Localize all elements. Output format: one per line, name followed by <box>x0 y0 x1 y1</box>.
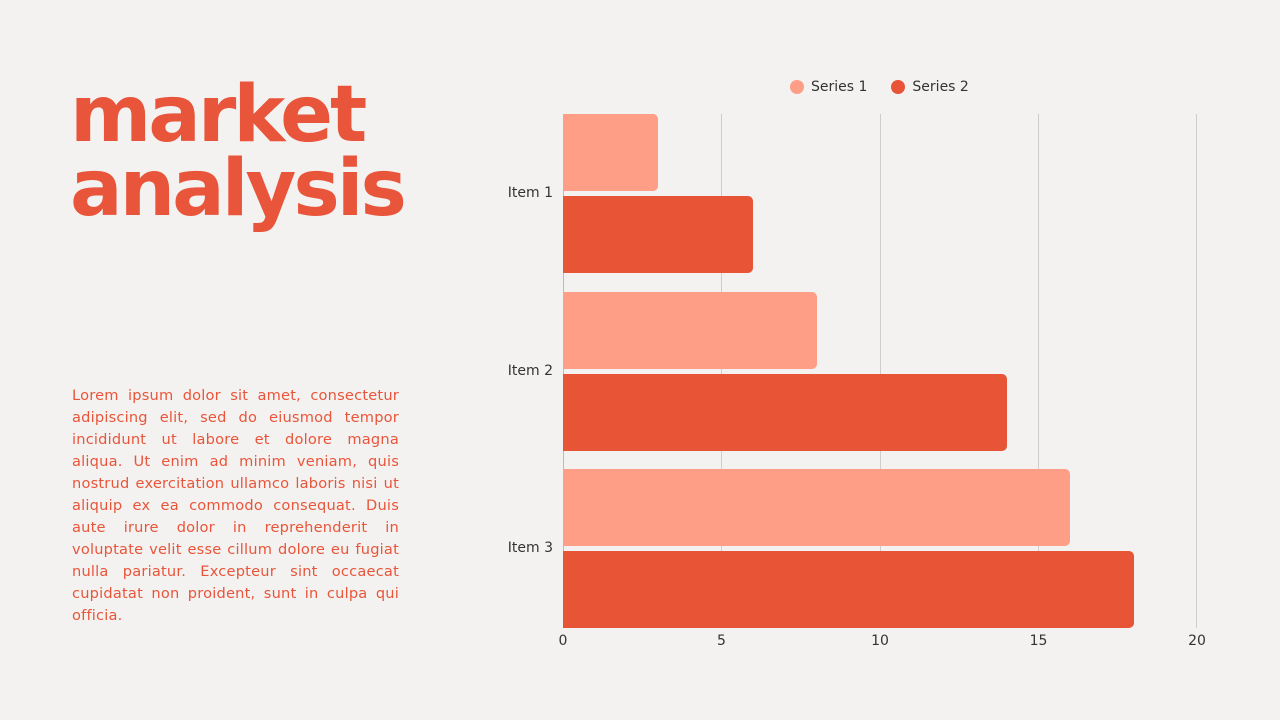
category-label: Item 1 <box>507 185 553 201</box>
x-tick-label: 0 <box>558 633 568 649</box>
series-2-dot-icon <box>891 80 906 94</box>
gridline <box>1196 114 1197 628</box>
y-axis-line <box>563 114 564 628</box>
category-label: Item 3 <box>507 540 553 556</box>
legend-label: Series 1 <box>811 79 868 95</box>
chart-legend: Series 1 Series 2 <box>790 79 993 95</box>
bar-item-3-series-2 <box>563 551 1134 628</box>
x-tick-label: 20 <box>1188 633 1206 649</box>
bar-item-3-series-1 <box>563 469 1071 546</box>
title-line-2: analysis <box>70 144 407 234</box>
x-tick-label: 15 <box>1029 633 1048 649</box>
gridline <box>721 114 722 628</box>
bar-item-1-series-1 <box>563 114 659 191</box>
x-tick-label: 5 <box>717 633 726 649</box>
gridline <box>1038 114 1039 628</box>
category-label: Item 2 <box>507 362 553 379</box>
bar-item-2-series-2 <box>563 373 1007 451</box>
legend-item-series-2: Series 2 <box>891 79 969 95</box>
slide-title: market analysis <box>70 70 407 234</box>
legend-label: Series 2 <box>912 79 969 95</box>
bar-item-1-series-2 <box>563 196 754 273</box>
x-tick-label: 10 <box>871 633 889 649</box>
title-line-1: market <box>70 70 367 160</box>
body-paragraph: Lorem ipsum dolor sit amet, consectetur … <box>72 387 399 624</box>
chart-plot-area <box>563 114 1197 628</box>
series-1-dot-icon <box>790 80 804 94</box>
gridline <box>880 114 881 628</box>
legend-item-series-1: Series 1 <box>790 79 867 95</box>
bar-item-2-series-1 <box>563 291 817 369</box>
